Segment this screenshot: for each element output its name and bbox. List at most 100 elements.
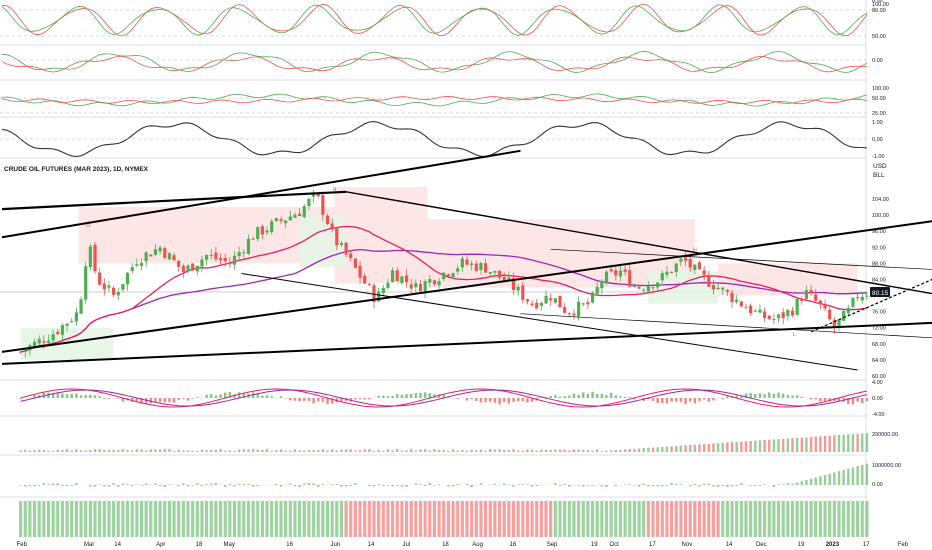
candle-body <box>302 206 306 217</box>
candle-body <box>860 296 864 301</box>
currency-label: USD <box>873 163 887 170</box>
regime-bar <box>846 501 850 537</box>
obv-bar <box>140 485 143 486</box>
volume-bar <box>256 449 259 452</box>
trendline-dashed-support <box>810 278 932 333</box>
price-tick-label: 76.00 <box>872 310 886 316</box>
candle-body <box>632 285 636 287</box>
volume-bar <box>865 433 869 452</box>
candle-body <box>46 340 51 343</box>
volume-bar <box>805 437 808 452</box>
candle-body <box>586 302 590 305</box>
macd-histogram-bar <box>144 398 148 405</box>
x-axis-label: 16 <box>286 542 293 548</box>
regime-bar <box>511 501 516 537</box>
obv-bar <box>112 483 115 485</box>
volume-bar <box>726 442 729 452</box>
trendline-channel-mid <box>1 220 932 353</box>
obv-bar <box>70 485 73 486</box>
candle-body <box>572 313 576 316</box>
x-axis-label: 14 <box>726 542 733 548</box>
volume-bar <box>442 450 445 452</box>
macd-histogram-bar <box>768 392 771 398</box>
macd-histogram-bar <box>354 398 357 400</box>
regime-bar <box>335 501 339 537</box>
macd-histogram-bar <box>623 397 627 398</box>
regime-bar <box>139 501 144 537</box>
trendline-faint-upper <box>550 248 932 270</box>
macd-histogram-bar <box>177 398 180 401</box>
candle-body <box>19 351 23 353</box>
macd-histogram-bar <box>679 398 683 402</box>
regime-bar <box>158 501 162 537</box>
obv-bar <box>726 485 729 487</box>
obv-bar <box>400 485 404 487</box>
volume-bar <box>526 449 529 452</box>
regime-bar <box>88 501 92 537</box>
price-tick-label: 64.00 <box>872 358 886 364</box>
obv-bar <box>233 485 236 487</box>
candle-body <box>251 238 255 240</box>
regime-bar <box>186 501 190 537</box>
regime-bar <box>144 501 148 537</box>
obv-bar <box>795 482 799 485</box>
obv-bar <box>656 485 659 487</box>
macd-histogram-bar <box>382 395 385 398</box>
volume-bar <box>214 449 218 452</box>
volume-bar <box>540 449 543 452</box>
macd-histogram-bar <box>521 398 524 402</box>
ma-slow-line <box>20 248 867 353</box>
volume-bar <box>84 450 87 452</box>
candle-body <box>391 270 395 283</box>
volume-bar <box>47 450 50 452</box>
volume-bar <box>693 444 697 452</box>
candle-body <box>358 265 362 278</box>
rsi-line <box>1 93 867 107</box>
candle-body <box>88 246 92 268</box>
volume-bar <box>358 450 362 452</box>
candle-body <box>563 307 567 313</box>
candle-body <box>516 286 520 291</box>
volume-bar <box>158 449 162 452</box>
volume-bar <box>186 450 190 452</box>
obv-bar <box>777 484 780 485</box>
regime-bar <box>688 501 692 537</box>
candle-body <box>372 285 376 303</box>
osc-tick-label: 0.00 <box>872 58 883 64</box>
obv-bar <box>563 483 566 485</box>
obv-bar <box>735 485 738 486</box>
volume-bar <box>265 449 269 452</box>
volume-bar <box>354 450 357 452</box>
volume-bar <box>251 449 255 452</box>
candle-body <box>279 219 283 221</box>
regime-bar <box>665 501 669 537</box>
candle-body <box>474 263 478 271</box>
regime-bar <box>274 501 278 537</box>
obv-bar <box>144 483 148 485</box>
obv-tick-label: 0.00 <box>872 482 883 488</box>
volume-bar <box>665 446 669 452</box>
regime-bar <box>753 501 757 537</box>
volume-bar <box>98 449 101 452</box>
macd-histogram-bar <box>684 398 687 405</box>
volume-bar <box>702 444 706 452</box>
candle-body <box>70 321 74 323</box>
regime-bar <box>851 501 855 537</box>
obv-bar <box>196 483 199 485</box>
obv-bar <box>847 468 850 485</box>
volume-bar <box>814 436 817 452</box>
stochastic-d-line <box>1 4 868 36</box>
candle-body <box>553 298 557 303</box>
stochastic-k-line <box>1 3 868 37</box>
obv-bar <box>191 485 194 486</box>
macd-histogram-bar <box>33 394 36 398</box>
candle-body <box>121 284 125 290</box>
volume-bar <box>675 445 678 452</box>
obv-bar <box>521 484 524 485</box>
macd-histogram-bar <box>433 394 436 398</box>
candle-body <box>832 319 836 328</box>
obv-bar <box>289 483 292 485</box>
x-axis-label: 18 <box>196 542 203 548</box>
pivot-label: H <box>693 247 697 253</box>
